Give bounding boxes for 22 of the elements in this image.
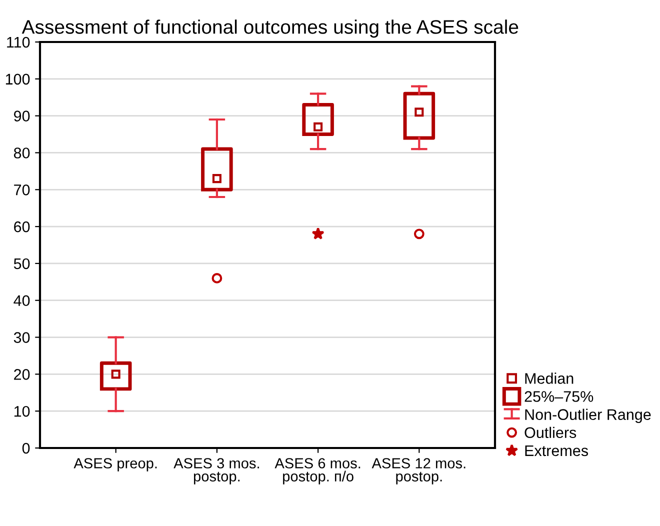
- y-tick-label: 100: [6, 74, 30, 85]
- legend-label: Outliers: [524, 426, 576, 438]
- text: Median: [525, 372, 574, 384]
- legend-label: Extremes: [525, 445, 588, 456]
- x-tick-label: ASES 12 mos. postop.: [372, 458, 466, 484]
- y-tick-label: 80: [14, 148, 30, 158]
- y-tick-label: 40: [14, 295, 30, 306]
- y-tick-label: 110: [7, 36, 30, 48]
- x-tick-label: ASES 3 mos. postop.: [174, 458, 259, 484]
- text: Non-Outlier Range: [525, 408, 651, 424]
- legend-label: 25%–75%: [524, 391, 594, 402]
- y-tick-label: 30: [14, 332, 30, 343]
- x-tick-label: ASES preop.: [74, 458, 157, 472]
- y-tick-label: 70: [14, 184, 30, 196]
- y-tick-label: 0: [22, 442, 30, 454]
- y-tick-label: 10: [14, 406, 30, 417]
- y-tick-label: 90: [14, 110, 30, 122]
- y-tick-label: 60: [14, 221, 30, 232]
- x-tick-label: ASES 6 mos. postop. п/о: [274, 458, 360, 484]
- chart-title: Assessment of functional outcomes using the ASES scale: [22, 20, 518, 38]
- y-tick-label: 20: [14, 369, 30, 380]
- y-tick-label: 50: [14, 258, 30, 270]
